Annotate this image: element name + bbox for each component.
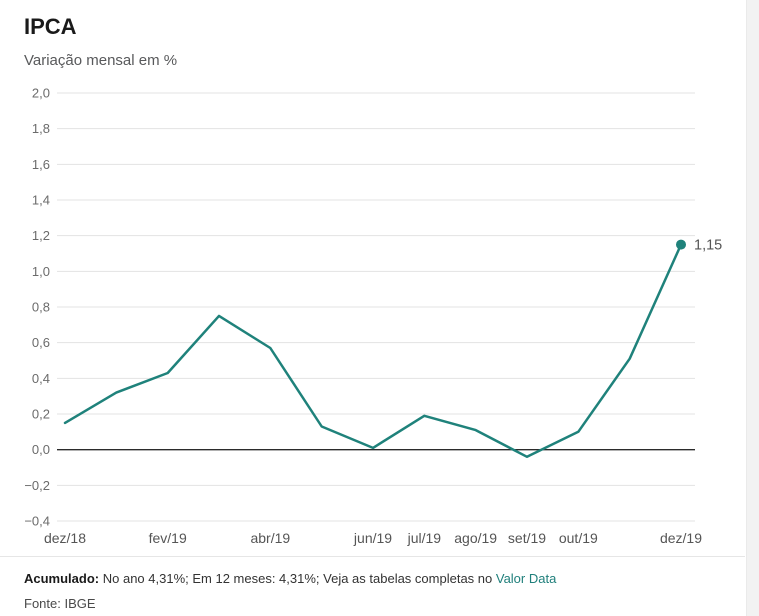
accumulated-text: No ano 4,31%; Em 12 meses: 4,31%; Veja a… (99, 571, 496, 586)
x-tick-label: jul/19 (407, 530, 442, 546)
x-tick-label: ago/19 (454, 530, 497, 546)
chart-subtitle: Variação mensal em % (24, 52, 178, 69)
x-tick-label: jun/19 (353, 530, 392, 546)
x-tick-label: dez/18 (44, 530, 86, 546)
y-tick-label: 1,0 (32, 264, 50, 279)
y-tick-label: 0,0 (32, 442, 50, 457)
y-tick-label: 1,4 (32, 193, 50, 208)
y-tick-label: −0,2 (24, 478, 50, 493)
source-note: Fonte: IBGE (24, 596, 96, 611)
accumulated-note: Acumulado: No ano 4,31%; Em 12 meses: 4,… (24, 571, 724, 586)
x-tick-label: set/19 (508, 530, 546, 546)
y-tick-label: 2,0 (32, 86, 50, 101)
valor-data-link[interactable]: Valor Data (495, 571, 557, 586)
end-point-marker (676, 239, 686, 250)
y-tick-label: 0,6 (32, 335, 50, 350)
accumulated-label: Acumulado: (24, 571, 100, 586)
footer-divider (0, 556, 745, 557)
y-tick-label: −0,4 (24, 514, 50, 529)
y-tick-label: 1,8 (32, 121, 50, 136)
x-tick-label: out/19 (559, 530, 598, 546)
end-point-label: 1,15 (694, 238, 722, 254)
x-tick-label: dez/19 (660, 530, 702, 546)
y-tick-label: 0,8 (32, 300, 50, 315)
page-title: IPCA (24, 14, 77, 39)
y-tick-label: 0,4 (32, 371, 50, 386)
y-tick-label: 0,2 (32, 407, 50, 422)
x-tick-label: abr/19 (250, 530, 290, 546)
x-tick-label: fev/19 (149, 530, 187, 546)
y-tick-label: 1,6 (32, 157, 50, 172)
series-line (63, 243, 683, 459)
scrollbar[interactable] (746, 0, 759, 616)
y-tick-label: 1,2 (32, 228, 50, 243)
